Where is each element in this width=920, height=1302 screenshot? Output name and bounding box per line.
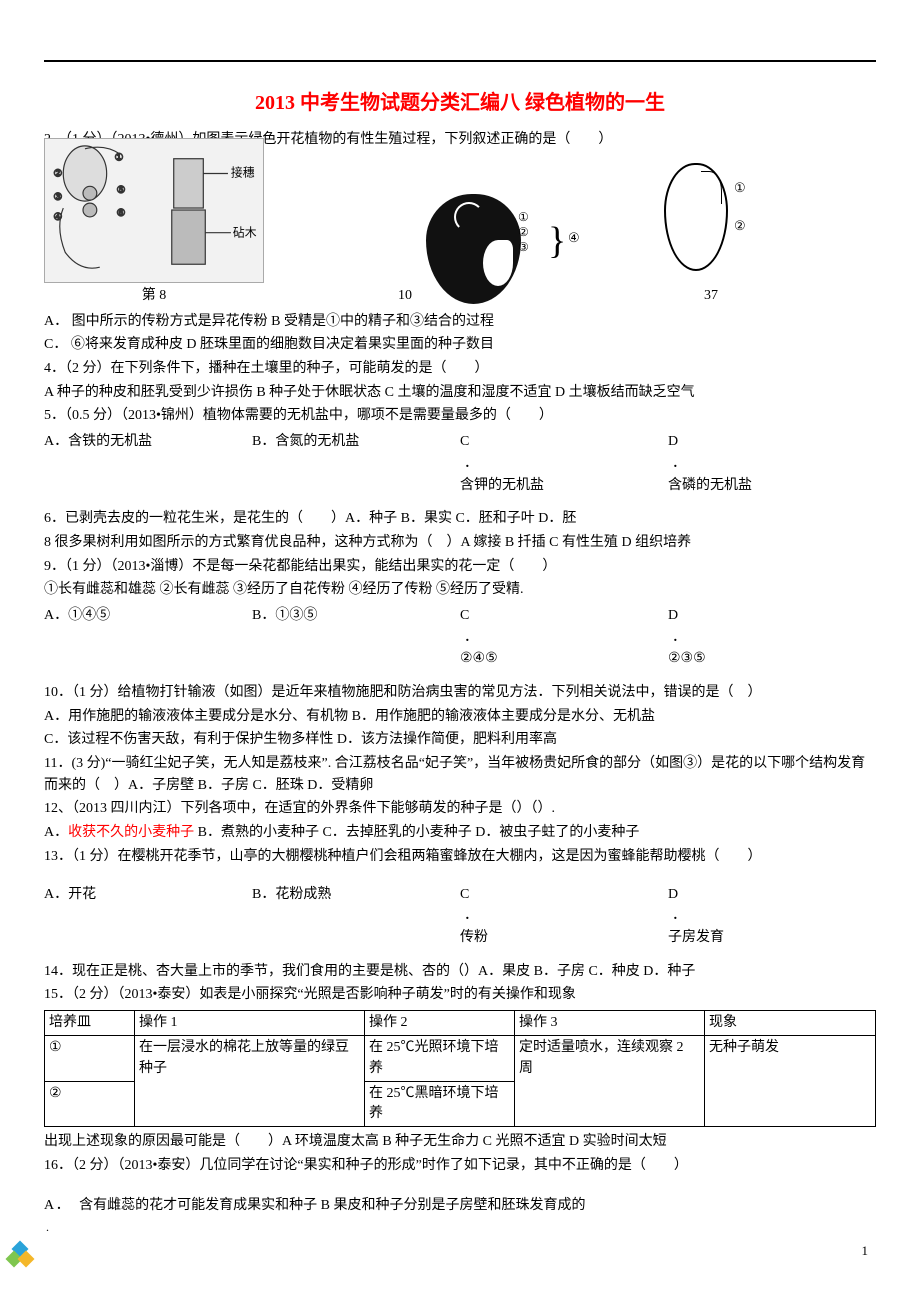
q5-opt-c: C．含钾的无机盐: [460, 431, 668, 496]
r2c0: ②: [45, 1081, 135, 1127]
bean-label-1: ①: [734, 169, 746, 207]
q16-a-text: 含有雌蕊的花才可能发育成果实和种子 B 果皮和种子分别是子房壁和胚珠发育成的: [79, 1198, 585, 1213]
figure-2-seed: ① ② ③ } ④: [420, 192, 600, 307]
r1c0: ①: [45, 1036, 135, 1082]
r1c2: 在 25℃光照环境下培养: [365, 1036, 515, 1082]
q16-a-dot: .: [46, 1218, 876, 1237]
q12-a-red: 收获不久的小麦种子: [68, 825, 194, 840]
q10-opt-c: C．该过程不伤害天敌，有利于保护生物多样性 D．该方法操作简便，肥料利用率高: [44, 729, 876, 751]
label-jiehui: 接穗: [231, 165, 255, 179]
r2c2: 在 25℃黑暗环境下培养: [365, 1081, 515, 1127]
q12-a-prefix: A．: [44, 825, 68, 840]
bean-label-2: ②: [734, 207, 746, 245]
label-zhenmu: 砧木: [233, 226, 257, 240]
th-2: 操作 2: [365, 1010, 515, 1035]
q10-opt-a: A．用作施肥的输液液体主要成分是水分、有机物 B．用作施肥的输液液体主要成分是水…: [44, 706, 876, 728]
figure-caption-37: 37: [704, 285, 718, 307]
r1c3: 定时适量喷水，连续观察 2 周: [515, 1036, 705, 1127]
r1c4: 无种子萌发: [705, 1036, 876, 1127]
q5-opt-a: A．含铁的无机盐: [44, 431, 252, 496]
q13-opt-a: A．开花: [44, 884, 252, 949]
q13-opt-c-text: 传粉: [460, 930, 488, 945]
q4-options: A 种子的种皮和胚乳受到少许损伤 B 种子处于休眠状态 C 土壤的温度和湿度不适…: [44, 382, 876, 404]
svg-text:③: ③: [53, 192, 62, 203]
question-9: 9．（1 分）（2013•淄博）不是每一朵花都能结出果实，能结出果实的花一定（ …: [44, 556, 876, 578]
question-16: 16．（2 分）（2013•泰安）几位同学在讨论“果实和种子的形成”时作了如下记…: [44, 1155, 876, 1177]
q12-options: A．收获不久的小麦种子 B．煮熟的小麦种子 C．去掉胚乳的小麦种子 D．被虫子蛀…: [44, 822, 876, 844]
question-12: 12、（2013 四川内江）下列各项中，在适宜的外界条件下能够萌发的种子是（）（…: [44, 798, 876, 820]
svg-text:⑥: ⑥: [117, 208, 126, 219]
th-0: 培养皿: [45, 1010, 135, 1035]
figure-1-wrap: ② ③ ④ ① ⑤ ⑥ 接穗 砧木: [44, 138, 264, 307]
q13-opt-d-text: 子房发育: [668, 930, 724, 945]
q9-options: A．①④⑤ B．①③⑤ C．②④⑤ D．②③⑤: [44, 605, 876, 670]
question-8: 8 很多果树利用如图所示的方式繁育优良品种，这种方式称为（ ）A 嫁接 B 扦插…: [44, 532, 876, 554]
seed-label-4: ④: [568, 228, 580, 248]
seed-label-1: ①: [518, 210, 529, 225]
page: 2013 中考生物试题分类汇编八 绿色植物的一生 2．（1 分）（2013•德州…: [0, 0, 920, 1277]
body: 2．（1 分）（2013•德州）如图表示绿色开花植物的有性生殖过程，下列叙述正确…: [44, 129, 876, 1237]
seed-label-2: ②: [518, 225, 529, 240]
question-15: 15．（2 分）（2013•泰安）如表是小丽探究“光照是否影响种子萌发”时的有关…: [44, 984, 876, 1006]
document-title: 2013 中考生物试题分类汇编八 绿色植物的一生: [44, 86, 876, 115]
question-6: 6．已剥壳去皮的一粒花生米，是花生的（ ）A．种子 B．果实 C．胚和子叶 D．…: [44, 508, 876, 530]
r1c1: 在一层浸水的棉花上放等量的绿豆种子: [135, 1036, 365, 1127]
q16-opt-a: A ． 含有雌蕊的花才可能发育成果实和种子 B 果皮和种子分别是子房壁和胚珠发育…: [44, 1195, 876, 1217]
seed-label-3: ③: [518, 240, 529, 255]
q9-opt-c-text: ②④⑤: [460, 651, 498, 666]
q15-post: 出现上述现象的原因最可能是（ ）A 环境温度太高 B 种子无生命力 C 光照不适…: [44, 1131, 876, 1153]
figure-gap: 10: [272, 157, 412, 307]
corner-logo: [8, 1243, 34, 1269]
question-5: 5．（0.5 分）（2013•锦州）植物体需要的无机盐中，哪项不是需要量最多的（…: [44, 405, 876, 427]
q13-opt-d: D．子房发育: [668, 884, 876, 949]
seed-labels: ① ② ③: [518, 210, 529, 255]
svg-text:①: ①: [115, 153, 124, 164]
q13-opt-c: C．传粉: [460, 884, 668, 949]
q9-sub: ①长有雌蕊和雄蕊 ②长有雌蕊 ③经历了自花传粉 ④经历了传粉 ⑤经历了受精.: [44, 579, 876, 601]
question-14: 14．现在正是桃、杏大量上市的季节，我们食用的主要是桃、杏的（）A．果皮 B．子…: [44, 961, 876, 983]
q9-opt-d-text: ②③⑤: [668, 651, 706, 666]
table-row-1: ① 在一层浸水的棉花上放等量的绿豆种子 在 25℃光照环境下培养 定时适量喷水，…: [45, 1036, 876, 1082]
figure-row: ② ③ ④ ① ⑤ ⑥ 接穗 砧木: [44, 157, 876, 307]
q5-opt-c-text: 含钾的无机盐: [460, 478, 544, 493]
experiment-table: 培养皿 操作 1 操作 2 操作 3 现象 ① 在一层浸水的棉花上放等量的绿豆种…: [44, 1010, 876, 1127]
figure-caption-8: 第 8: [142, 285, 167, 307]
svg-text:⑤: ⑤: [117, 185, 126, 196]
q5-opt-b: B．含氮的无机盐: [252, 431, 460, 496]
q13-options: A．开花 B．花粉成熟 C．传粉 D．子房发育: [44, 884, 876, 949]
q9-opt-b: B．①③⑤: [252, 605, 460, 670]
q9-opt-c: C．②④⑤: [460, 605, 668, 670]
q2-option-a: A． 图中所示的传粉方式是异花传粉 B 受精是①中的精子和③结合的过程: [44, 311, 876, 333]
q12-rest: B．煮熟的小麦种子 C．去掉胚乳的小麦种子 D．被虫子蛀了的小麦种子: [194, 825, 639, 840]
bean-labels: ① ②: [734, 169, 746, 244]
q5-options: A．含铁的无机盐 B．含氮的无机盐 C．含钾的无机盐 D．含磷的无机盐: [44, 431, 876, 496]
page-number: 1: [862, 1243, 869, 1259]
top-rule: [44, 60, 876, 62]
question-13: 13．（1 分）在樱桃开花季节，山亭的大棚樱桃种植户们会租两箱蜜蜂放在大棚内，这…: [44, 846, 876, 868]
table-header-row: 培养皿 操作 1 操作 2 操作 3 现象: [45, 1010, 876, 1035]
svg-text:④: ④: [53, 212, 62, 223]
th-1: 操作 1: [135, 1010, 365, 1035]
q5-opt-d: D．含磷的无机盐: [668, 431, 876, 496]
th-3: 操作 3: [515, 1010, 705, 1035]
q5-opt-d-text: 含磷的无机盐: [668, 478, 752, 493]
q2-option-c: C． ⑥将来发育成种皮 D 胚珠里面的细胞数目决定着果实里面的种子数目: [44, 334, 876, 356]
question-4: 4．（2 分）在下列条件下，播种在土壤里的种子，可能萌发的是（ ）: [44, 358, 876, 380]
q13-opt-b: B．花粉成熟: [252, 884, 460, 949]
seed-black-shape: [426, 194, 521, 304]
figure-caption-10: 10: [272, 285, 412, 307]
seed-bracket: }: [548, 212, 566, 271]
th-4: 现象: [705, 1010, 876, 1035]
q9-opt-a: A．①④⑤: [44, 605, 252, 670]
question-10: 10．（1 分）给植物打针输液（如图）是近年来植物施肥和防治病虫害的常见方法．下…: [44, 682, 876, 704]
svg-text:②: ②: [53, 168, 62, 179]
question-11: 11．(3 分)“一骑红尘妃子笑，无人知是荔枝来”. 合江荔枝名品“妃子笑”，当…: [44, 753, 876, 796]
figure-2-wrap: ① ② ③ } ④: [420, 192, 600, 307]
figure-1-graft: ② ③ ④ ① ⑤ ⑥ 接穗 砧木: [44, 138, 264, 283]
figure-3-bean: ① ②: [656, 153, 766, 283]
figure-3-wrap: ① ② 37: [656, 153, 766, 307]
q9-opt-d: D．②③⑤: [668, 605, 876, 670]
